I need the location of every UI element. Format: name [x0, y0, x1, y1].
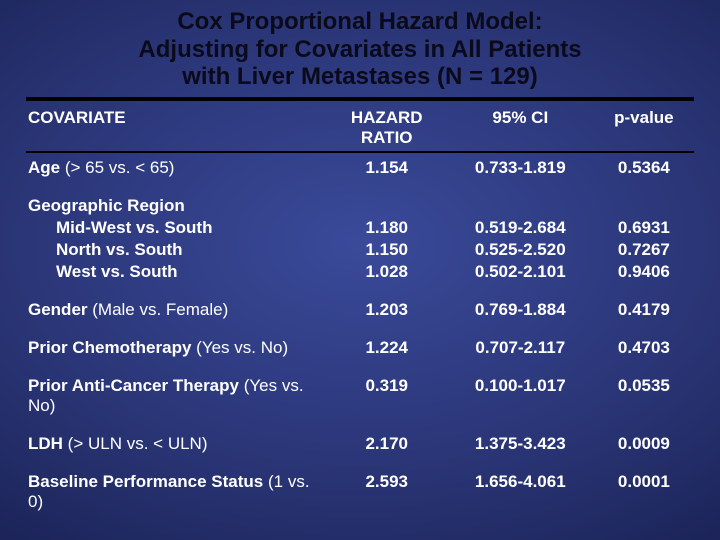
col-ci: 95% CI — [447, 107, 594, 149]
anti-p: 0.0535 — [594, 375, 694, 417]
row-geo-header: Geographic Region — [26, 195, 694, 217]
chemo-label-bold: Prior Chemotherapy — [28, 338, 196, 357]
age-label-light: (> 65 vs. < 65) — [65, 158, 175, 177]
ldh-label-light: (> ULN vs. < ULN) — [68, 434, 208, 453]
geo-mw-ci: 0.519-2.684 — [447, 217, 594, 239]
geo-w-label: West vs. South — [28, 262, 178, 282]
geo-mw-label: Mid-West vs. South — [28, 218, 212, 238]
row-chemo: Prior Chemotherapy (Yes vs. No) 1.224 0.… — [26, 337, 694, 359]
gender-p: 0.4179 — [594, 299, 694, 321]
row-gender: Gender (Male vs. Female) 1.203 0.769-1.8… — [26, 299, 694, 321]
ldh-p: 0.0009 — [594, 433, 694, 455]
geo-w-hr: 1.028 — [327, 261, 447, 283]
col-hazard-ratio: HAZARD RATIO — [327, 107, 447, 149]
chemo-p: 0.4703 — [594, 337, 694, 359]
row-anti-cancer: Prior Anti-Cancer Therapy (Yes vs. No) 0… — [26, 375, 694, 417]
geo-w-p: 0.9406 — [594, 261, 694, 283]
geo-header-label: Geographic Region — [26, 195, 327, 217]
geo-n-label: North vs. South — [28, 240, 183, 260]
row-bps: Baseline Performance Status (1 vs. 0) 2.… — [26, 471, 694, 513]
bps-label-bold: Baseline Performance Status — [28, 472, 268, 491]
slide-container: Cox Proportional Hazard Model: Adjusting… — [0, 0, 720, 540]
col-pvalue: p-value — [594, 107, 694, 149]
title-line-3: with Liver Metastases (N = 129) — [182, 63, 537, 90]
spacer — [26, 321, 694, 337]
chemo-hr: 1.224 — [327, 337, 447, 359]
spacer — [26, 179, 694, 195]
gender-label-bold: Gender — [28, 300, 92, 319]
geo-n-p: 0.7267 — [594, 239, 694, 261]
anti-ci: 0.100-1.017 — [447, 375, 594, 417]
chemo-ci: 0.707-2.117 — [447, 337, 594, 359]
title-line-1: Cox Proportional Hazard Model: — [177, 8, 542, 35]
col-covariate: COVARIATE — [26, 107, 327, 149]
table-header-row: COVARIATE HAZARD RATIO 95% CI p-value — [26, 107, 694, 149]
row-geo-midwest: Mid-West vs. South 1.180 0.519-2.684 0.6… — [26, 217, 694, 239]
bps-ci: 1.656-4.061 — [447, 471, 594, 513]
anti-hr: 0.319 — [327, 375, 447, 417]
gender-hr: 1.203 — [327, 299, 447, 321]
chemo-label-light: (Yes vs. No) — [196, 338, 288, 357]
geo-mw-p: 0.6931 — [594, 217, 694, 239]
ldh-hr: 2.170 — [327, 433, 447, 455]
age-label-bold: Age — [28, 158, 65, 177]
spacer — [26, 283, 694, 299]
ldh-ci: 1.375-3.423 — [447, 433, 594, 455]
spacer — [26, 417, 694, 433]
row-geo-north: North vs. South 1.150 0.525-2.520 0.7267 — [26, 239, 694, 261]
gender-label-light: (Male vs. Female) — [92, 300, 228, 319]
age-p: 0.5364 — [594, 157, 694, 179]
title-line-2: Adjusting for Covariates in All Patients — [138, 36, 581, 63]
ldh-label-bold: LDH — [28, 434, 68, 453]
geo-n-hr: 1.150 — [327, 239, 447, 261]
row-ldh: LDH (> ULN vs. < ULN) 2.170 1.375-3.423 … — [26, 433, 694, 455]
row-geo-west: West vs. South 1.028 0.502-2.101 0.9406 — [26, 261, 694, 283]
slide-title: Cox Proportional Hazard Model: Adjusting… — [26, 8, 694, 91]
bps-hr: 2.593 — [327, 471, 447, 513]
spacer — [26, 455, 694, 471]
spacer — [26, 359, 694, 375]
bps-p: 0.0001 — [594, 471, 694, 513]
hazard-table: COVARIATE HAZARD RATIO 95% CI p-value — [26, 107, 694, 149]
row-age: Age (> 65 vs. < 65) 1.154 0.733-1.819 0.… — [26, 157, 694, 179]
header-rule — [26, 151, 694, 153]
anti-label-bold: Prior Anti-Cancer Therapy — [28, 376, 244, 395]
geo-n-ci: 0.525-2.520 — [447, 239, 594, 261]
age-ci: 0.733-1.819 — [447, 157, 594, 179]
title-rule — [26, 97, 694, 101]
geo-mw-hr: 1.180 — [327, 217, 447, 239]
gender-ci: 0.769-1.884 — [447, 299, 594, 321]
age-hr: 1.154 — [327, 157, 447, 179]
geo-w-ci: 0.502-2.101 — [447, 261, 594, 283]
hazard-table-body: Age (> 65 vs. < 65) 1.154 0.733-1.819 0.… — [26, 157, 694, 514]
